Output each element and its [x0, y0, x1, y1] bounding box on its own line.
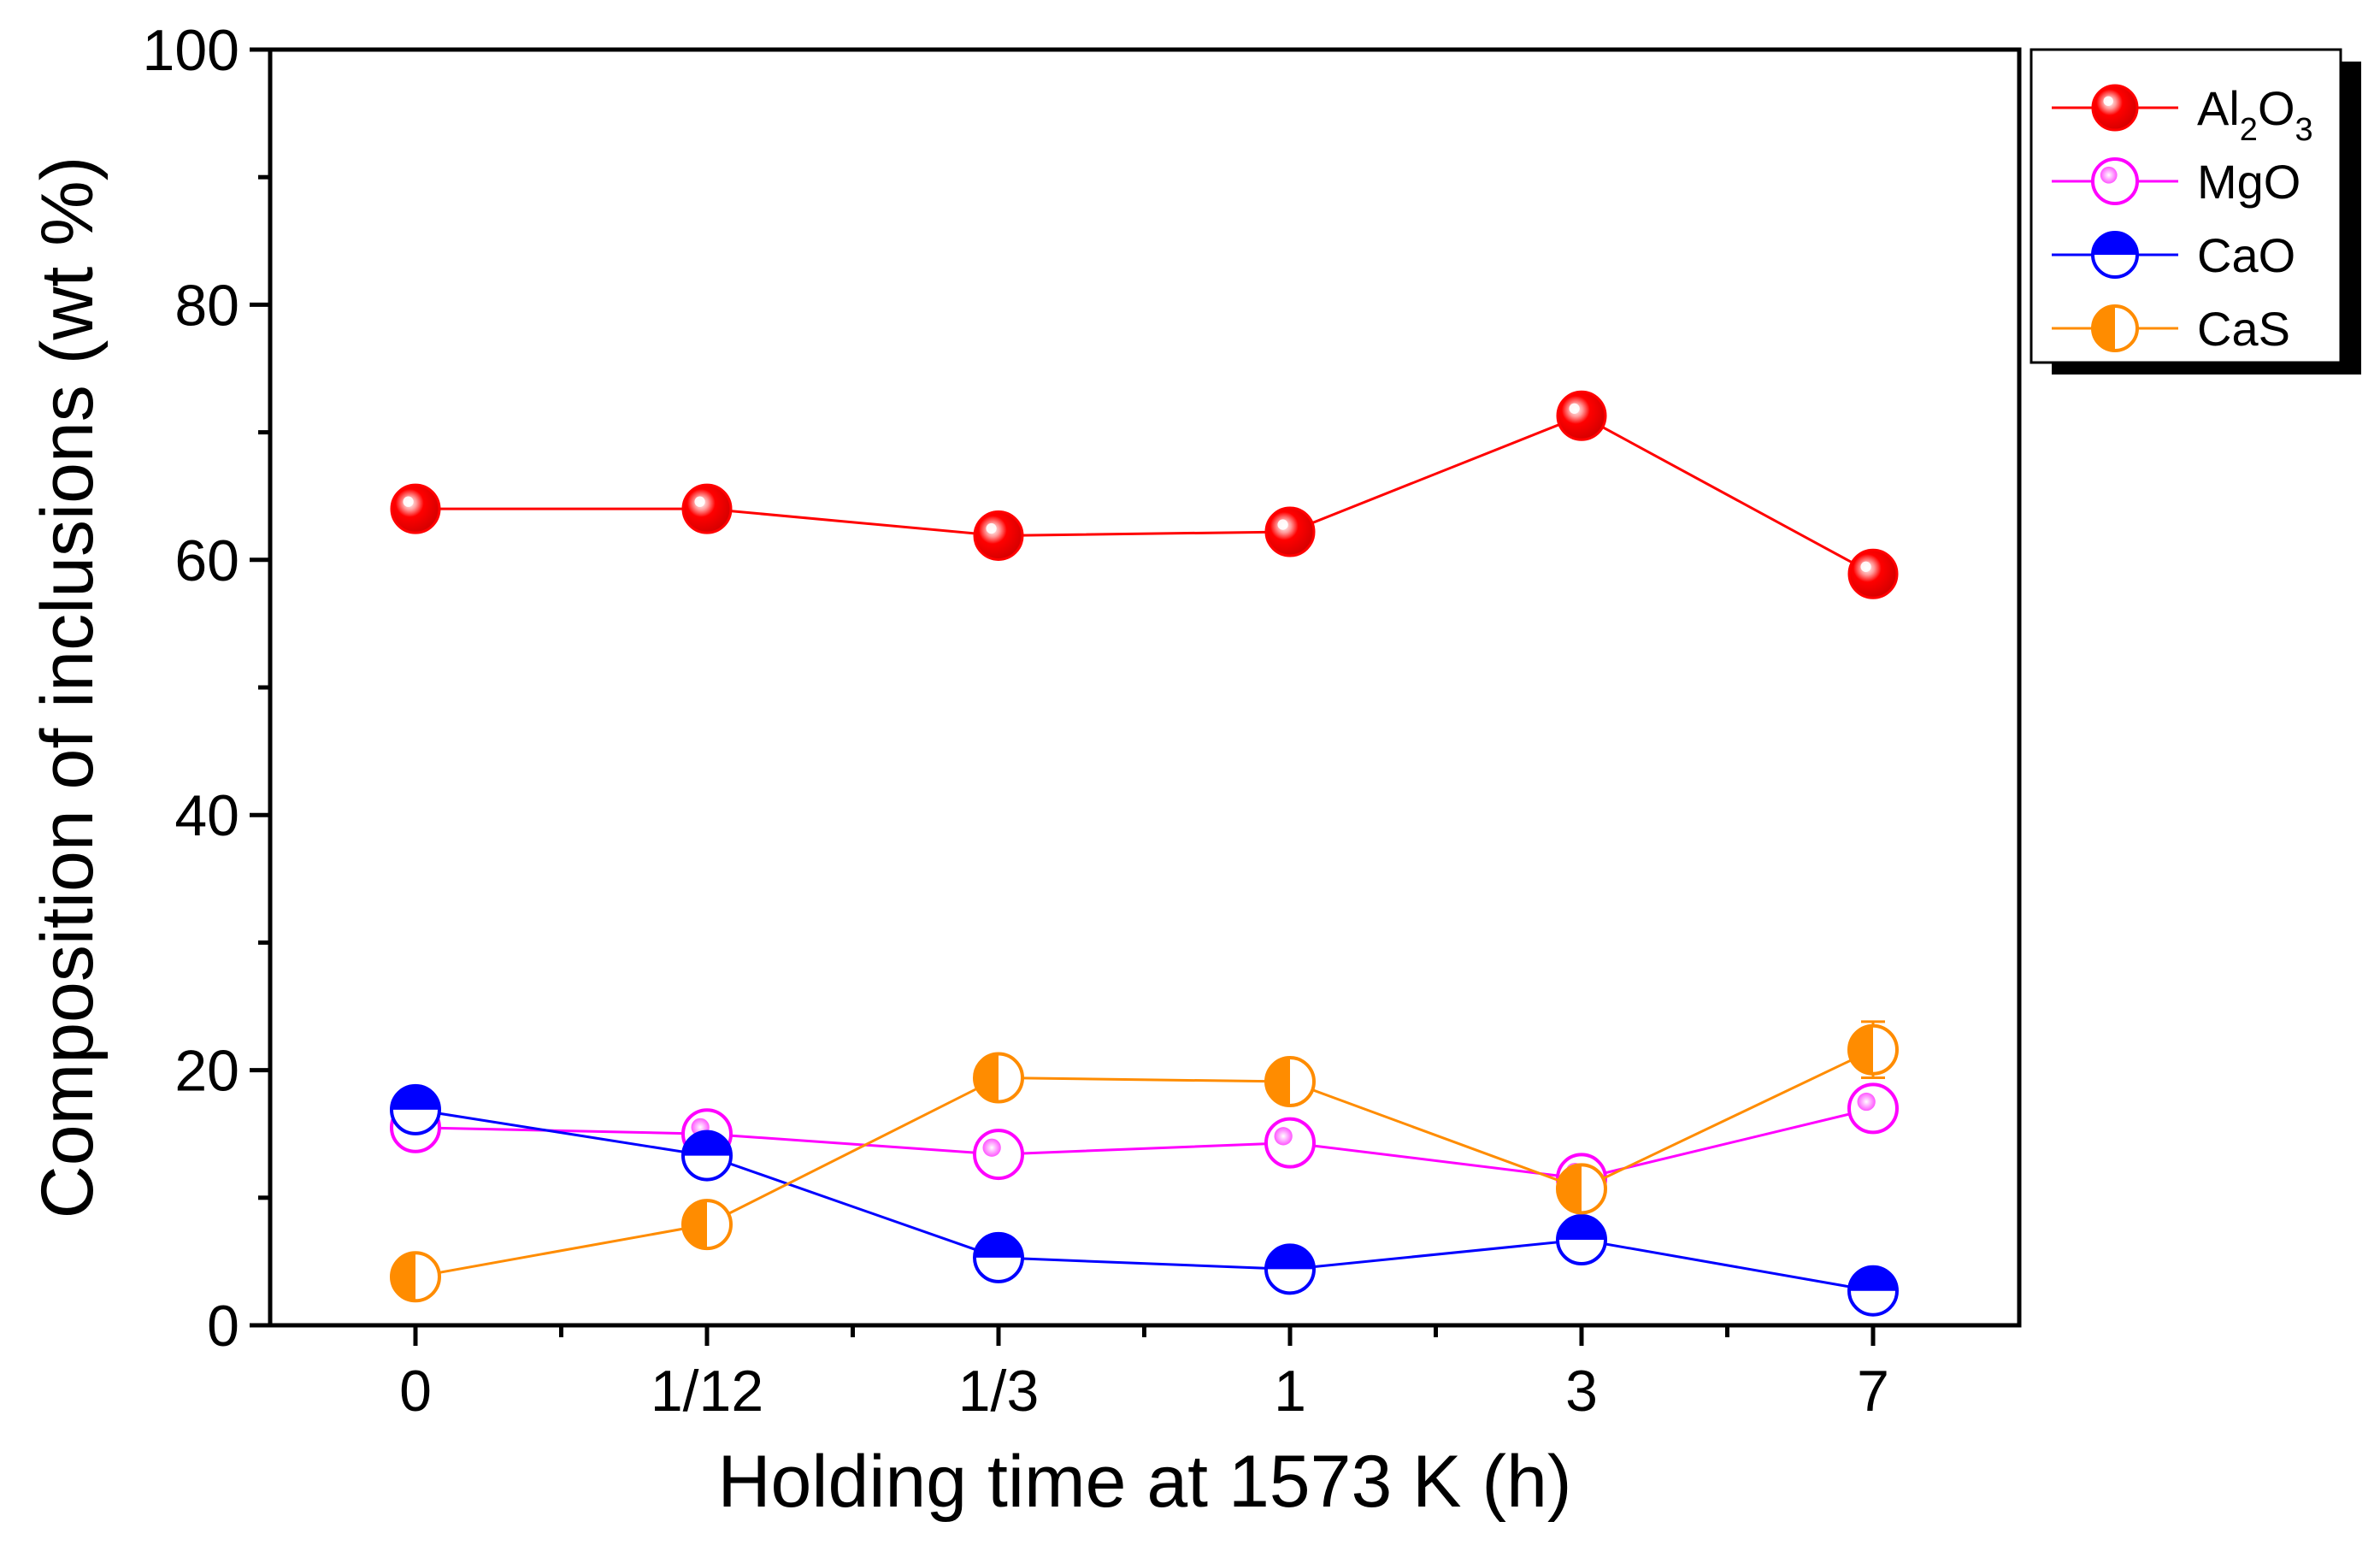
legend-label: CaS: [2197, 302, 2290, 356]
series-line-cas: [415, 1048, 1874, 1278]
y-tick-label: 0: [207, 1294, 239, 1359]
data-point: [1264, 1117, 1316, 1169]
legend-item: CaS: [2052, 302, 2290, 356]
x-tick-label: 1/3: [958, 1359, 1040, 1424]
x-tick-label: 1/12: [651, 1359, 763, 1424]
y-axis-title: Composition of inclusions (wt %): [27, 156, 109, 1219]
data-point: [390, 483, 441, 534]
legend-marker: [2091, 157, 2139, 205]
y-tick-label: 40: [174, 783, 239, 848]
data-point: [973, 510, 1024, 561]
data-point: [1264, 1056, 1316, 1108]
plot-area: [268, 47, 2022, 1328]
legend-items: Al2O3 MgO CaO CaS: [2052, 81, 2313, 356]
data-point: [390, 1083, 441, 1135]
data-point: [1556, 1163, 1607, 1215]
legend: Al2O3 MgO CaO CaS: [2029, 48, 2361, 375]
data-point: [1556, 390, 1607, 441]
x-axis: 0 1/12 1/3 1 3 7: [399, 1325, 1889, 1424]
y-tick-label: 60: [174, 528, 239, 593]
data-point: [1847, 1023, 1899, 1076]
x-tick-label: 7: [1857, 1359, 1889, 1424]
legend-marker: [2091, 231, 2139, 279]
x-axis-title: Holding time at 1573 K (h): [717, 1441, 1571, 1523]
data-point: [1847, 548, 1899, 599]
series-layer: [390, 390, 1899, 1317]
legend-marker: [2091, 84, 2139, 132]
series-line-cao: [415, 1108, 1874, 1293]
series-cas: [390, 1020, 1899, 1303]
x-tick-label: 0: [399, 1359, 432, 1424]
data-point: [973, 1231, 1024, 1283]
data-point: [390, 1251, 441, 1303]
data-point: [973, 1052, 1024, 1104]
legend-label: MgO: [2197, 155, 2300, 209]
legend-label: CaO: [2197, 228, 2295, 282]
legend-item: MgO: [2052, 155, 2300, 209]
y-axis: 0 20 40 60 80 100: [143, 18, 270, 1359]
x-tick-label: 1: [1274, 1359, 1306, 1424]
y-tick-label: 20: [174, 1039, 239, 1104]
data-point: [1847, 1265, 1899, 1317]
y-tick-label: 100: [143, 18, 239, 83]
legend-item: Al2O3: [2052, 81, 2313, 148]
data-point: [681, 1199, 733, 1251]
data-point: [1847, 1082, 1899, 1135]
legend-marker: [2091, 304, 2139, 352]
legend-item: CaO: [2052, 228, 2295, 282]
legend-box: [2029, 48, 2342, 364]
data-point: [681, 483, 733, 534]
x-tick-label: 3: [1565, 1359, 1598, 1424]
data-point: [973, 1129, 1024, 1181]
data-point: [1264, 1243, 1316, 1295]
series-cao: [390, 1083, 1899, 1317]
series-line-al2o3: [415, 414, 1874, 575]
series-al2o3: [390, 390, 1899, 599]
data-point: [1264, 506, 1316, 557]
y-tick-label: 80: [174, 273, 239, 338]
data-point: [681, 1129, 733, 1182]
series-mgo: [390, 1082, 1899, 1205]
data-point: [1556, 1214, 1607, 1266]
legend-label: Al2O3: [2197, 81, 2313, 148]
